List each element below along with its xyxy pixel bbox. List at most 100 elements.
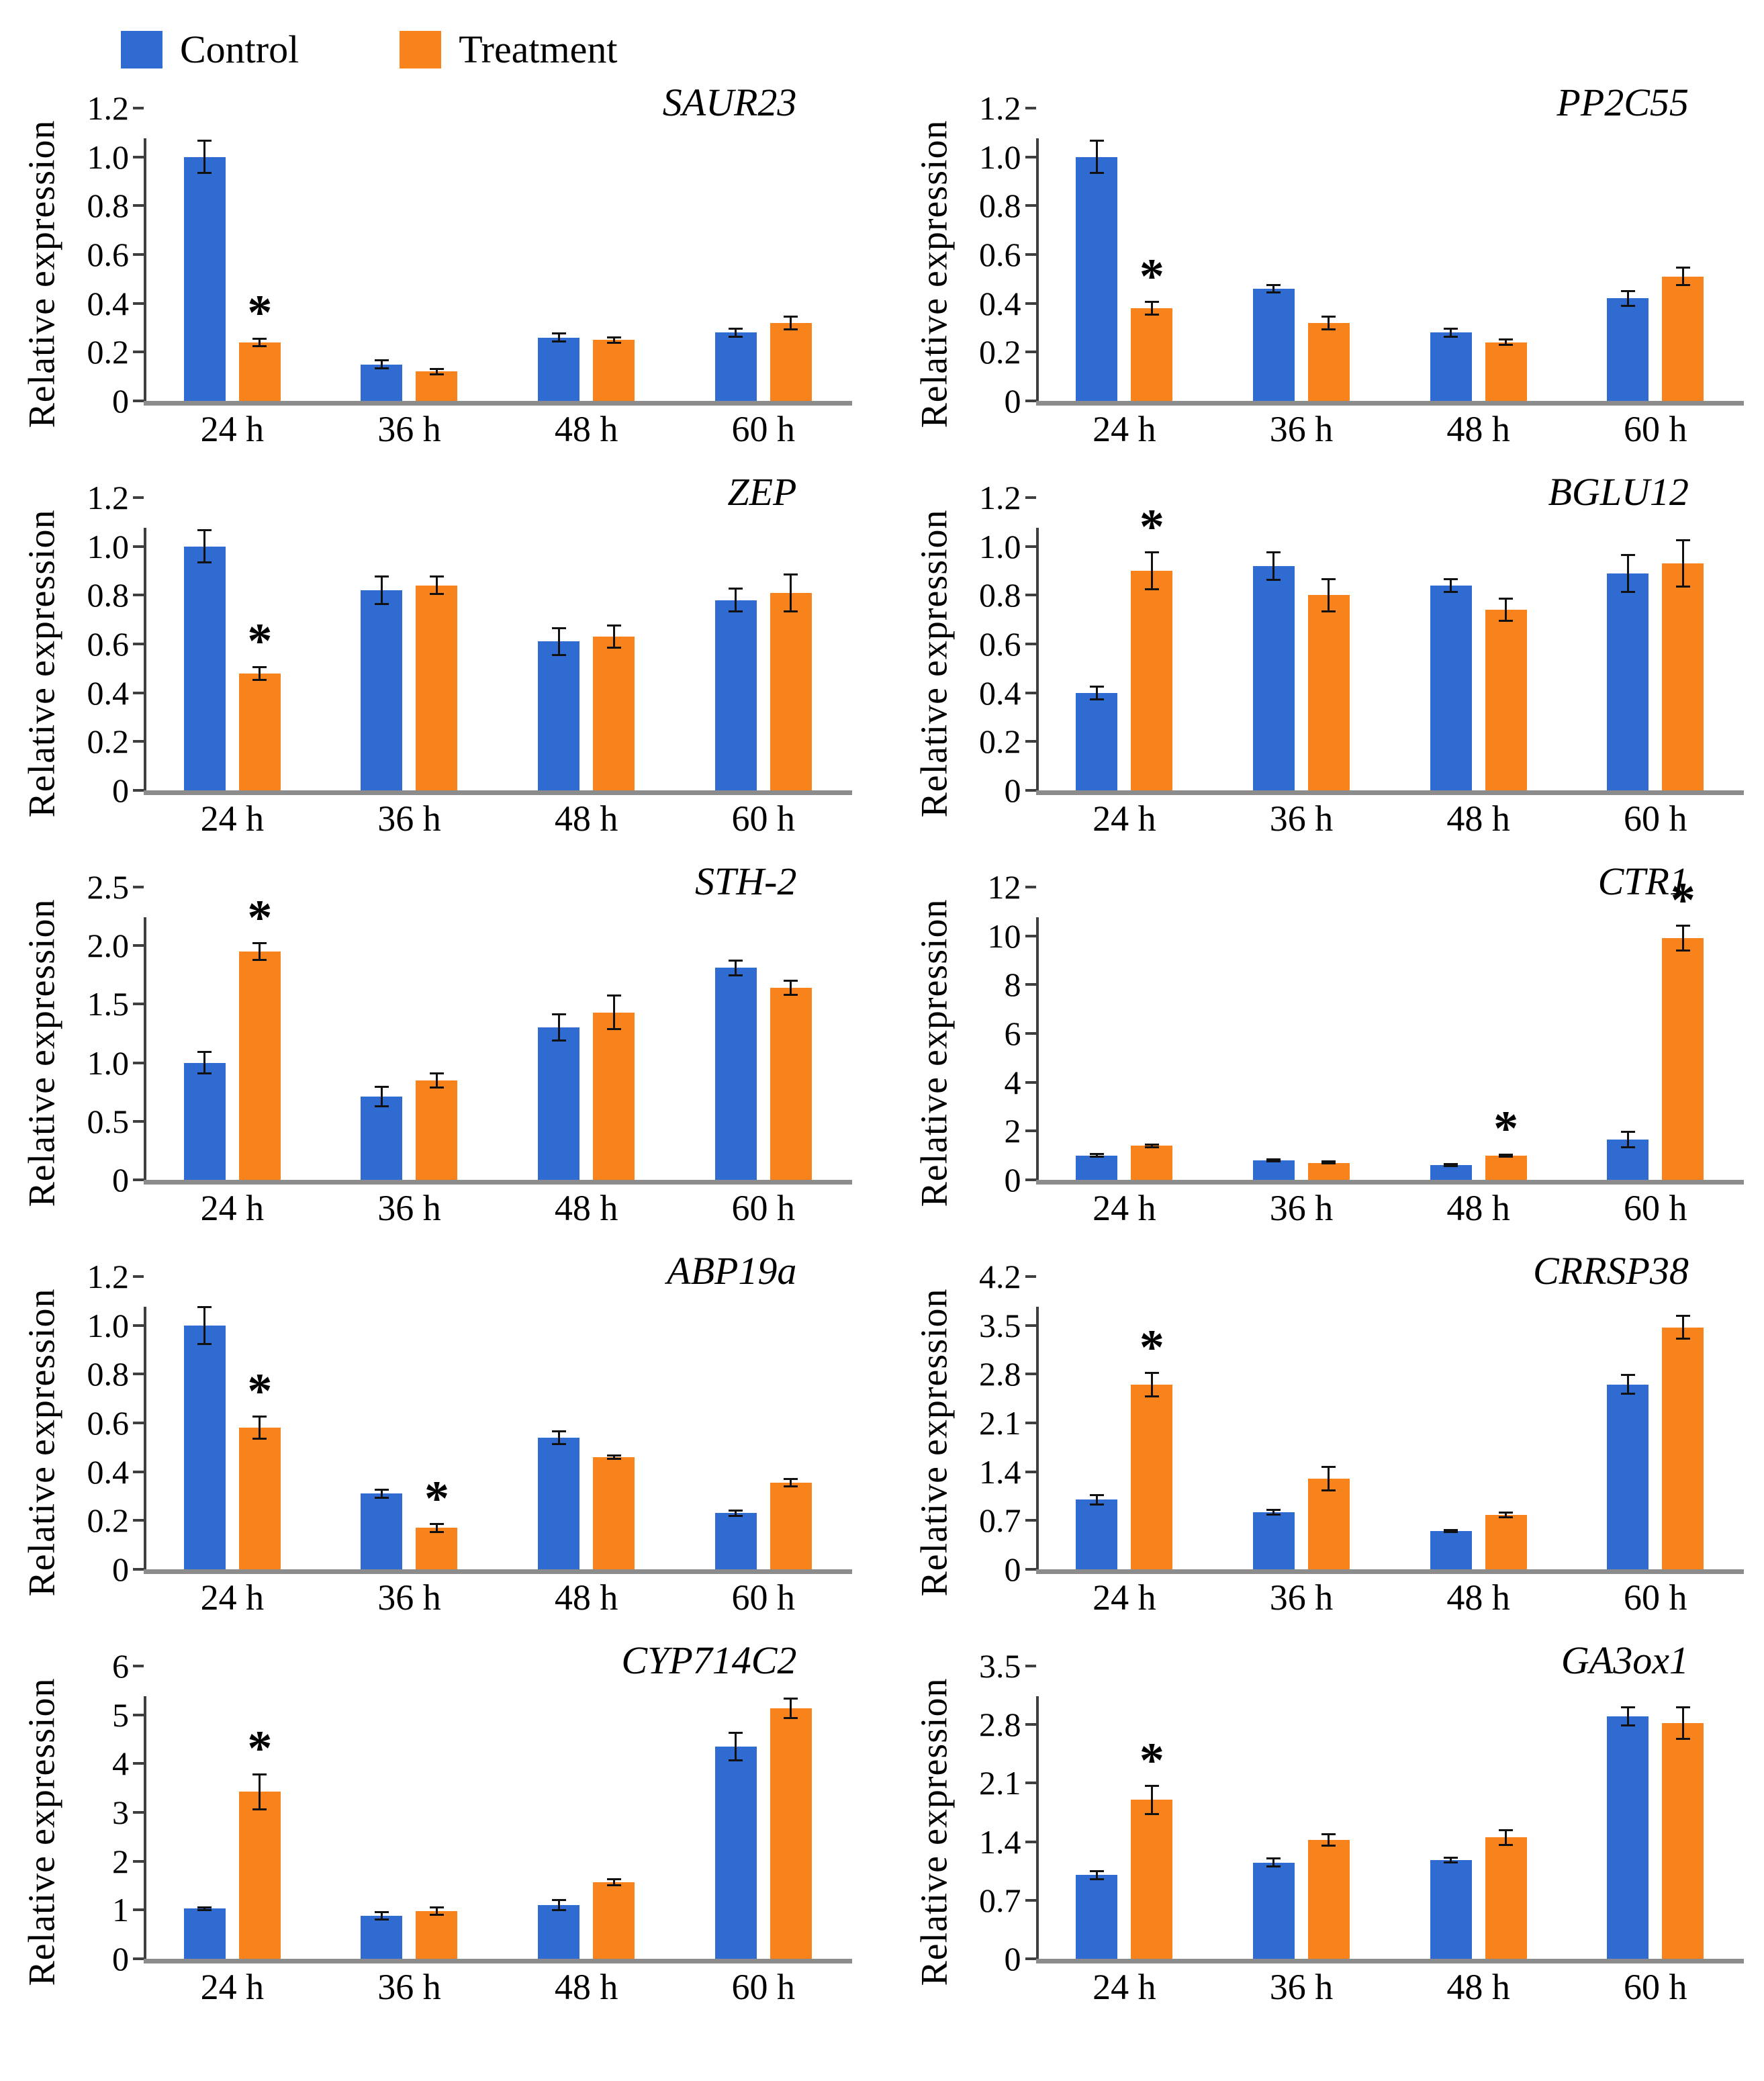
y-tick-label: 10: [987, 917, 1021, 955]
error-bar: [1089, 685, 1104, 700]
significance-asterisk: *: [247, 285, 273, 341]
y-axis-line: [1035, 1307, 1039, 1574]
y-tick-label: 0: [1004, 1940, 1021, 1978]
error-bar: [606, 624, 621, 649]
y-axis-title-text: Relative expression: [913, 1677, 956, 1986]
y-tick-mark: [1025, 1840, 1036, 1843]
error-bar: [784, 315, 798, 330]
error-bar: [197, 140, 212, 175]
y-axis-title-text: Relative expression: [21, 509, 64, 818]
y-tick-mark: [133, 302, 144, 305]
y-axis-title: Relative expression: [20, 1652, 64, 2012]
bar-treatment: [593, 1012, 635, 1180]
x-tick-label: 36 h: [377, 1577, 441, 1618]
y-tick-mark: [1025, 740, 1036, 743]
x-tick-label: 48 h: [554, 1577, 618, 1618]
y-tick-label: 0.6: [87, 625, 130, 663]
y-tick-mark: [1025, 594, 1036, 597]
y-tick-mark: [133, 496, 144, 499]
bar-treatment: [770, 1708, 812, 1959]
y-tick-label: 3.5: [979, 1647, 1021, 1685]
x-tick-label: 48 h: [554, 1967, 618, 2007]
error-bar: [429, 1906, 444, 1916]
error-bar: [784, 573, 798, 612]
y-tick-mark: [133, 740, 144, 743]
x-tick-label: 24 h: [1093, 409, 1156, 449]
y-tick-label: 2.8: [979, 1706, 1021, 1744]
plot-area: *: [1035, 1696, 1744, 1963]
x-tick-label: 60 h: [1623, 1188, 1687, 1228]
x-tick-label: 36 h: [1269, 1967, 1334, 2007]
plot-area: *: [144, 892, 852, 1185]
y-tick-mark: [1025, 1957, 1036, 1960]
y-tick-label: 2.0: [87, 927, 130, 965]
y-tick-label: 8: [1004, 966, 1021, 1004]
bar-control: [1607, 573, 1649, 790]
y-tick-label: 1.2: [87, 479, 130, 516]
significance-asterisk: *: [1139, 1732, 1164, 1788]
plot-column: ZEP 0 0.2 0.4 0.6 0.8 1.0 1.2 * 24 h 36 h 48 h 60 h: [64, 473, 852, 843]
bar-control: [361, 364, 403, 401]
x-tick-label: 48 h: [554, 409, 618, 449]
bar-control: [1076, 1875, 1118, 1959]
x-tick-label: 60 h: [1623, 409, 1687, 449]
bar-control: [1607, 1716, 1649, 1959]
x-tick-label: 24 h: [1093, 1577, 1156, 1618]
y-tick-mark: [133, 1324, 144, 1327]
x-tick-label: 36 h: [377, 1188, 441, 1228]
error-bar: [1444, 328, 1458, 338]
error-bar: [1266, 1508, 1281, 1516]
y-axis-title-text: Relative expression: [21, 898, 64, 1207]
y-axis-title-text: Relative expression: [913, 1288, 956, 1597]
y-tick-label: 0.6: [979, 236, 1021, 273]
error-bar: [1144, 1784, 1159, 1815]
y-tick-label: 0.2: [87, 333, 130, 371]
y-tick-label: 0.4: [87, 1452, 130, 1491]
y-tick-label: 0.8: [979, 187, 1021, 225]
plot-column: CTR1 0 2 4 6 8 10 12 * * 24 h 36 h 48 h 60 h: [957, 862, 1744, 1233]
bar-treatment: [1131, 1800, 1173, 1959]
bar-treatment: [1307, 322, 1350, 401]
plot-column: CYP714C2 0 1 2 3 4 5 6 * 24 h 36 h 48 h 60 h: [64, 1641, 852, 2012]
plot-row: 0 2 4 6 8 10 12 * *: [957, 870, 1744, 1197]
error-bar: [551, 1430, 566, 1445]
y-tick-mark: [1025, 1080, 1036, 1084]
chart-panel-crrsp38: Relative expression CRRSP38 0 0.7 1.4 2.1 2.8 3…: [913, 1252, 1744, 1622]
error-bar: [1499, 597, 1514, 622]
x-tick-label: 48 h: [554, 1188, 618, 1228]
bar-treatment: [238, 1428, 281, 1569]
y-tick-mark: [1025, 1519, 1036, 1522]
y-tick-mark: [133, 1568, 144, 1571]
x-tick-label: 24 h: [200, 409, 265, 449]
y-tick-label: 0.8: [87, 576, 130, 614]
y-tick-label: 1.0: [979, 138, 1021, 176]
bar-treatment: [1131, 308, 1173, 401]
y-tick-label: 2.1: [979, 1764, 1021, 1802]
error-bar: [729, 1510, 743, 1517]
plot-column: SAUR23 0 0.2 0.4 0.6 0.8 1.0 1.2 * 24 h 36 h 48 h 60…: [64, 83, 852, 454]
y-axis-title: Relative expression: [913, 1262, 957, 1622]
y-tick-label: 1.4: [979, 1822, 1021, 1861]
y-tick-label: 0.6: [87, 1404, 130, 1442]
y-tick-label: 1.2: [979, 89, 1021, 127]
bar-treatment: [593, 340, 635, 401]
plot-area: *: [1035, 138, 1744, 406]
legend: Control Treatment: [121, 23, 1744, 77]
y-tick-mark: [1025, 155, 1036, 158]
bar-treatment: [1485, 1837, 1527, 1959]
bar-treatment: [416, 371, 458, 401]
y-tick-label: 0.2: [979, 333, 1021, 371]
y-tick-mark: [1025, 400, 1036, 402]
y-axis-title: Relative expression: [913, 1652, 957, 2012]
bar-control: [1430, 332, 1472, 401]
chart-grid: Relative expression SAUR23 0 0.2 0.4 0.6 0.8 1.…: [20, 83, 1744, 2012]
legend-label-control: Control: [180, 28, 299, 71]
error-bar: [429, 367, 444, 375]
bar-treatment: [1307, 1162, 1350, 1180]
bar-control: [1252, 288, 1295, 401]
bar-treatment: [770, 592, 812, 790]
panel-title: STH-2: [694, 860, 797, 903]
significance-asterisk: *: [1493, 1101, 1519, 1157]
x-axis-line: [1035, 790, 1744, 795]
significance-asterisk: *: [424, 1471, 449, 1526]
